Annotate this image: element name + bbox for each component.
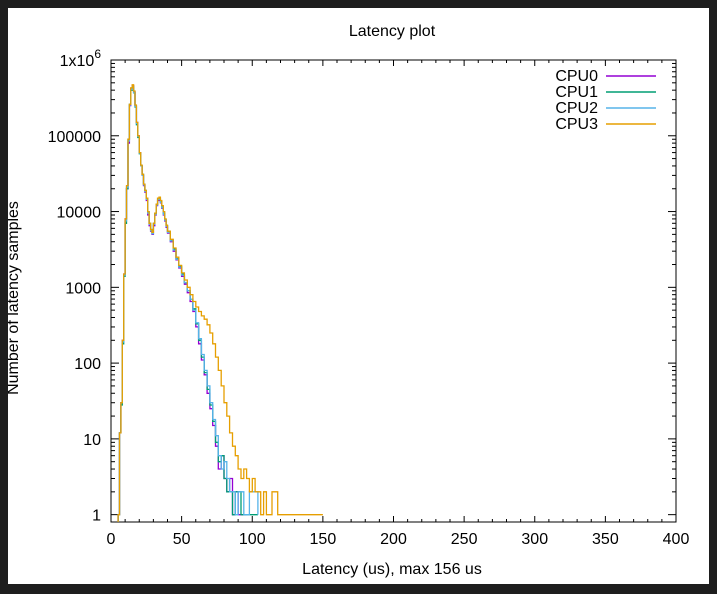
series-lines — [117, 84, 323, 522]
y-tick-label-text: 1 — [92, 508, 101, 525]
y-tick-label: 100000 — [48, 129, 101, 146]
y-tick-label: 1000 — [65, 280, 101, 297]
latency-chart: Latency plot 0 50 100 150 200 250 300 350 400 11… — [8, 23, 690, 578]
series-line-cpu0 — [117, 84, 247, 522]
x-axis-title: Latency (us), max 156 us — [302, 561, 482, 578]
y-tick-label: 10000 — [57, 205, 102, 222]
y-axis: 1 10 100 1000 10000 100000 1x106 — [48, 47, 676, 525]
y-tick-label-text: 10 — [83, 432, 101, 449]
y-tick-label: 1 — [92, 508, 101, 525]
y-tick-label: 100 — [74, 356, 101, 373]
x-tick-label: 0 — [107, 531, 116, 548]
y-tick-label: 1x106 — [60, 47, 102, 70]
x-tick-label: 100 — [239, 531, 266, 548]
x-tick-label: 400 — [663, 531, 690, 548]
x-axis: 0 50 100 150 200 250 300 350 400 — [107, 60, 690, 548]
x-tick-label: 150 — [310, 531, 337, 548]
legend-label-cpu0: CPU0 — [555, 68, 598, 85]
y-tick-label-exponent: 6 — [94, 47, 101, 61]
y-tick-label-text: 10000 — [57, 205, 102, 222]
y-tick-label-text: 1x10 — [60, 53, 95, 70]
x-tick-label: 250 — [451, 531, 478, 548]
x-tick-label: 50 — [173, 531, 191, 548]
series-line-cpu3 — [117, 84, 323, 522]
y-tick-label-text: 100 — [74, 356, 101, 373]
legend-label-cpu2: CPU2 — [555, 100, 598, 117]
chart-title: Latency plot — [349, 23, 436, 40]
y-tick-label-text: 1000 — [65, 280, 101, 297]
x-tick-label: 300 — [521, 531, 548, 548]
legend-label-cpu1: CPU1 — [555, 84, 598, 101]
y-tick-label: 10 — [83, 432, 101, 449]
y-tick-label-text: 100000 — [48, 129, 101, 146]
x-tick-label: 200 — [380, 531, 407, 548]
legend-label-cpu3: CPU3 — [555, 116, 598, 133]
y-axis-title: Number of latency samples — [8, 201, 22, 395]
x-tick-label: 350 — [592, 531, 619, 548]
